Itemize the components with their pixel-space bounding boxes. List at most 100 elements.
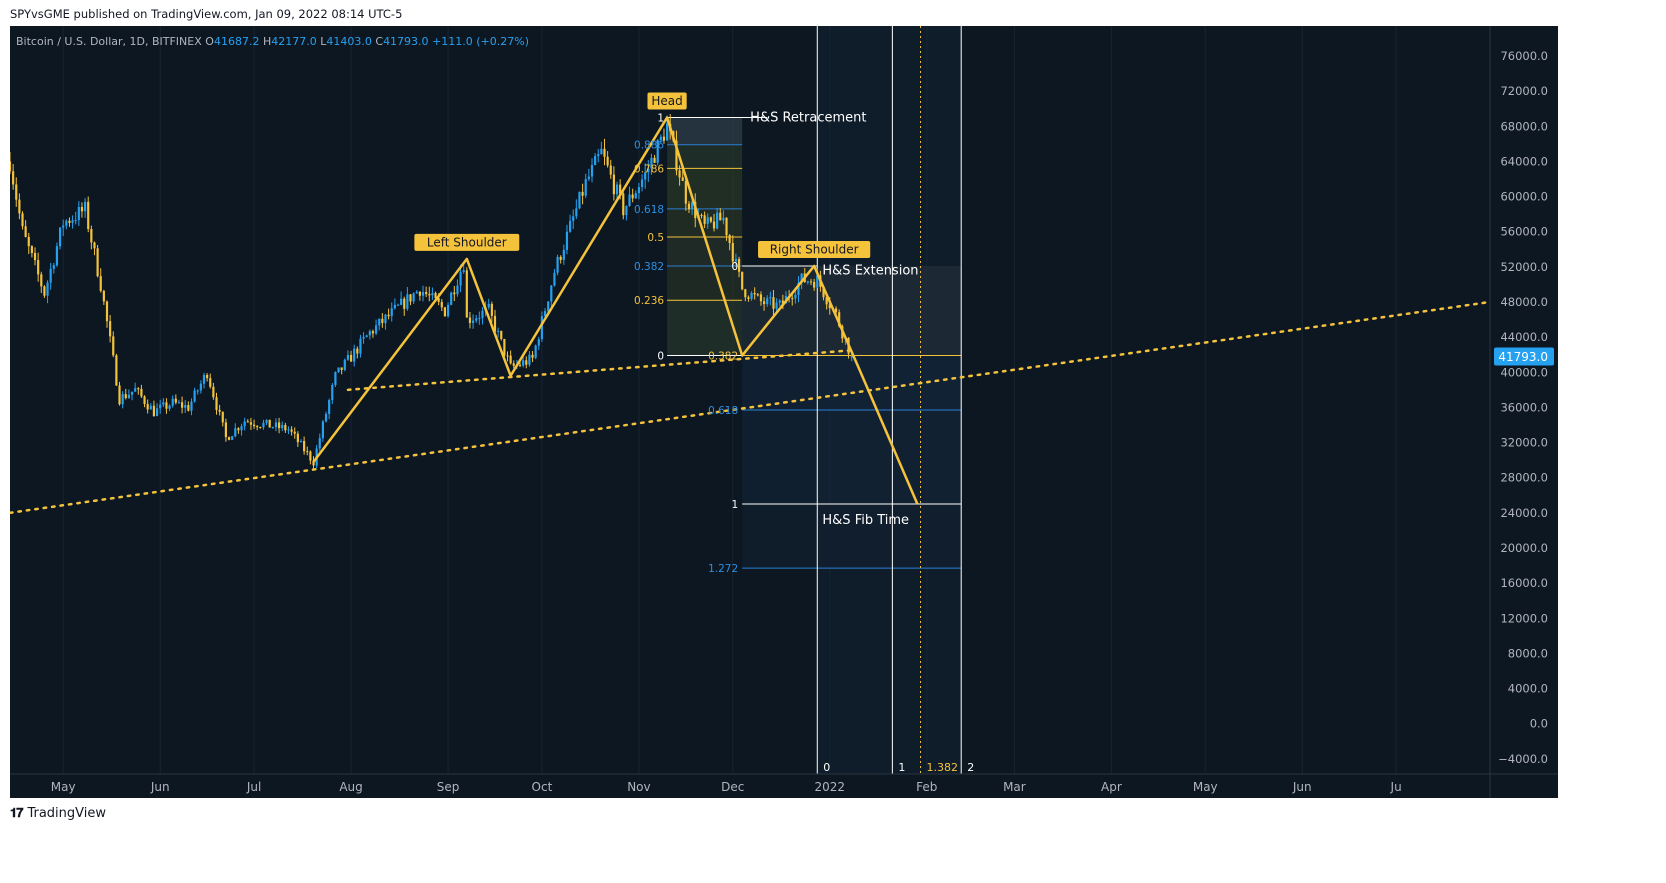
change-value: +111.0 (+0.27%) (432, 35, 530, 48)
price-tick-label: 20000.0 (1500, 541, 1548, 555)
candle-body (716, 212, 719, 229)
candle-body (737, 259, 741, 272)
tradingview-brand: TradingView (27, 806, 107, 821)
candle-body (284, 424, 287, 431)
candle-body (318, 438, 321, 449)
candle-body (52, 265, 55, 269)
candle-body (656, 140, 659, 163)
candle-body (105, 301, 109, 322)
candle-body (722, 217, 725, 221)
fib-time-level-label: 0 (823, 761, 830, 774)
candle-body (234, 428, 237, 437)
price-chart[interactable]: 1 0.886 0.786 0.618 0.5 0.382 0.236 0 0 0.382 0.61… (10, 26, 1558, 798)
candle-body (759, 294, 763, 302)
candle-body (303, 440, 306, 452)
candle-body (731, 243, 734, 262)
candle-body (619, 184, 622, 194)
candle-body (537, 339, 540, 346)
candle-body (287, 429, 290, 431)
candle-body (290, 429, 293, 432)
annotation-label: H&S Extension (822, 264, 918, 279)
candle-body (584, 179, 587, 196)
candle-body (556, 256, 559, 273)
tradingview-logo[interactable]: 𝟏𝟕 TradingView (10, 806, 106, 821)
candle-body (387, 314, 390, 317)
candle-body (274, 422, 278, 428)
candle-body (130, 391, 134, 395)
candle-body (215, 397, 218, 410)
candle-body (180, 402, 184, 408)
candle-body (37, 260, 40, 275)
price-tick-label: 0.0 (1530, 717, 1548, 731)
candle-body (446, 304, 450, 317)
time-tick-label: Dec (721, 780, 744, 794)
candle-body (744, 289, 747, 298)
time-tick-label: Nov (627, 780, 650, 794)
close-label: C (375, 35, 384, 48)
candle-body (665, 123, 669, 141)
candle-body (349, 354, 353, 362)
candle-body (650, 157, 653, 169)
candle-body (528, 354, 531, 365)
candle-body (74, 220, 77, 222)
candle-body (249, 422, 253, 425)
candle-body (415, 291, 418, 294)
fib-extension-level-label: 0.618 (708, 405, 738, 417)
candle-body (775, 302, 778, 309)
candle-body (512, 363, 515, 366)
candle-body (628, 194, 631, 206)
candle-body (453, 292, 456, 295)
candle-body (450, 292, 453, 305)
pattern-tag-label: Left Shoulder (427, 235, 507, 249)
candle-body (703, 215, 706, 224)
candle-body (540, 316, 544, 340)
candle-body (212, 386, 215, 398)
candle-body (600, 148, 603, 155)
fib-retracement-level-label: 0.886 (634, 140, 664, 152)
candle-body (99, 276, 102, 291)
candle-body (343, 359, 346, 370)
candle-body (296, 433, 299, 443)
candle-body (231, 436, 234, 440)
price-tick-label: 52000.0 (1500, 260, 1548, 274)
candle-body (174, 398, 177, 403)
candle-body (421, 292, 425, 296)
candle-body (206, 374, 209, 379)
fib-time-level-label: 2 (967, 761, 974, 774)
fib-time-level-label: 1 (898, 761, 905, 774)
candle-body (725, 217, 728, 236)
candle-body (331, 385, 334, 400)
candle-body (237, 428, 240, 431)
fib-retracement-band (667, 168, 743, 209)
candle-body (813, 282, 816, 288)
candle-body (706, 217, 709, 224)
candle-body (797, 283, 800, 295)
candle-body (612, 174, 615, 195)
candle-body (165, 402, 168, 409)
candle-body (753, 293, 756, 295)
chart-panel[interactable]: 1 0.886 0.786 0.618 0.5 0.382 0.236 0 0 0.382 0.61… (10, 26, 1558, 798)
candle-body (199, 383, 202, 391)
time-tick-label: Feb (916, 780, 937, 794)
candle-body (121, 394, 124, 405)
candle-body (500, 330, 503, 340)
last-price-label: 41793.0 (1498, 350, 1548, 364)
candle-body (678, 170, 681, 178)
price-tick-label: 36000.0 (1500, 400, 1548, 414)
fib-extension-band (742, 410, 962, 505)
candle-body (769, 297, 772, 299)
tradingview-logo-icon: 𝟏𝟕 (10, 806, 24, 821)
fib-retracement-level-label: 0.5 (647, 232, 664, 244)
close-value: 41793.0 (383, 35, 429, 48)
fib-retracement-level-label: 1 (657, 112, 664, 124)
candle-body (734, 259, 738, 262)
candle-body (71, 220, 74, 223)
time-tick-label: Mar (1003, 780, 1026, 794)
pattern-tag-label: Head (651, 94, 682, 108)
candle-body (271, 427, 274, 429)
time-tick-label: Sep (437, 780, 460, 794)
candle-body (816, 275, 819, 288)
candle-body (547, 301, 550, 312)
candle-body (443, 307, 447, 317)
candle-body (171, 398, 174, 406)
